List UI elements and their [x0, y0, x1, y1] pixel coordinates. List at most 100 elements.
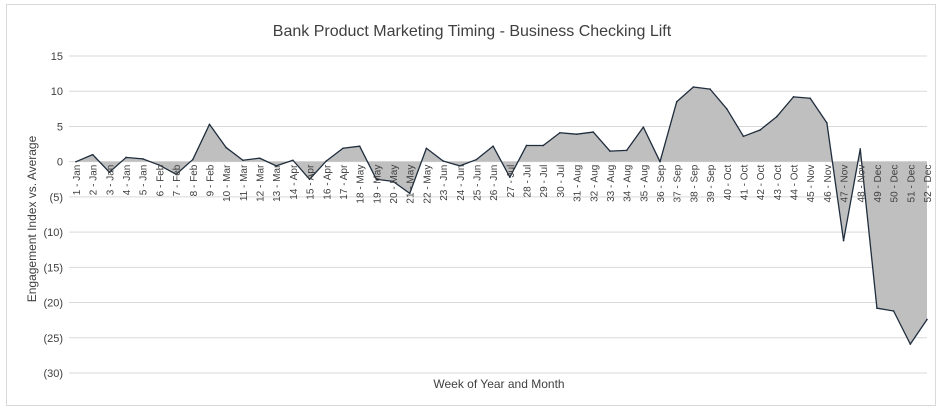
data-point: [792, 96, 795, 98]
x-tick-label: 45 - Nov: [806, 165, 817, 203]
x-tick-label: 40 - Oct: [723, 164, 734, 200]
x-tick-label: 10 - Mar: [222, 164, 233, 202]
y-tick-label: 5: [57, 121, 63, 133]
data-point: [759, 129, 761, 131]
x-tick-label: 29 - Jul: [539, 165, 550, 198]
x-tick-label: 26 - Jun: [489, 165, 500, 201]
data-point: [358, 145, 361, 147]
chart-title: Bank Product Marketing Timing - Business…: [273, 23, 672, 40]
area-series: [75, 86, 928, 345]
x-tick-label: 43 - Oct: [773, 164, 784, 200]
x-tick-label: 14 - Apr: [289, 164, 300, 200]
data-point: [175, 173, 177, 176]
x-tick-label: 32 - Aug: [589, 165, 600, 202]
x-tick-label: 9 - Feb: [205, 164, 216, 196]
data-point: [709, 88, 711, 90]
x-tick-label: 16 - Apr: [322, 164, 333, 200]
x-tick-label: 23 - Jun: [439, 165, 450, 201]
x-tick-label: 48 - Nov: [856, 165, 867, 203]
x-tick-label: 8 - Feb: [189, 164, 200, 196]
x-tick-label: 50 - Dec: [890, 165, 901, 203]
y-tick-label: (30): [43, 368, 63, 380]
y-tick-label: 10: [51, 86, 63, 98]
x-tick-label: 42 - Oct: [756, 164, 767, 200]
x-tick-label: 2 - Jan: [89, 165, 100, 196]
x-tick-label: 17 - Apr: [339, 164, 350, 200]
x-tick-label: 19 - May: [372, 165, 383, 204]
data-point: [692, 86, 695, 88]
x-tick-label: 41 - Oct: [739, 164, 750, 200]
x-tick-label: 4 - Jan: [122, 165, 133, 196]
x-tick-label: 27 - Jul: [506, 165, 517, 198]
x-tick-label: 38 - Sep: [689, 164, 700, 202]
data-point: [592, 131, 595, 133]
data-point: [642, 126, 645, 128]
data-point: [559, 131, 561, 134]
data-point: [892, 310, 895, 312]
x-tick-label: 11 - Mar: [239, 164, 250, 201]
data-point: [876, 307, 878, 309]
y-axis-ticks: 15 10 5 0 (5) (10) (15) (20) (25) (30): [43, 51, 63, 380]
x-tick-label: 39 - Sep: [706, 164, 717, 202]
data-point: [375, 178, 378, 181]
x-tick-label: 7 - Feb: [172, 164, 183, 196]
data-point: [659, 160, 661, 163]
x-tick-label: 51 - Dec: [906, 165, 917, 203]
x-tick-label: 37 - Sep: [673, 164, 684, 202]
x-tick-label: 36 - Sep: [656, 164, 667, 202]
x-tick-label: 44 - Oct: [790, 164, 801, 200]
y-tick-label: 15: [51, 51, 63, 63]
data-point: [458, 165, 461, 167]
x-tick-label: 6 - Feb: [155, 164, 166, 196]
data-point: [909, 343, 912, 345]
x-tick-label: 20 - May: [389, 165, 400, 204]
x-tick-label: 18 - May: [356, 165, 367, 204]
y-tick-label: (20): [43, 298, 63, 310]
data-point: [425, 147, 428, 150]
data-point: [258, 157, 261, 159]
y-tick-label: (10): [43, 227, 63, 239]
data-point: [158, 164, 161, 166]
data-point: [776, 115, 778, 118]
data-point: [926, 318, 928, 321]
data-point: [826, 122, 828, 124]
x-tick-label: 5 - Jan: [139, 165, 150, 196]
y-tick-label: 0: [57, 157, 63, 169]
data-point: [225, 146, 227, 149]
data-point: [208, 123, 211, 126]
data-point: [91, 153, 94, 156]
x-tick-label: 31 - Aug: [573, 165, 584, 202]
data-point: [675, 100, 678, 103]
data-point: [392, 180, 394, 183]
x-tick-label: 33 - Aug: [606, 165, 617, 202]
x-tick-label: 34 - Aug: [623, 165, 634, 202]
data-point: [242, 159, 244, 162]
x-tick-label: 25 - Jun: [472, 165, 483, 201]
data-point: [408, 192, 411, 195]
data-point: [525, 144, 528, 147]
x-tick-label: 30 - Jul: [556, 165, 567, 198]
chart-svg: Bank Product Marketing Timing - Business…: [25, 23, 934, 391]
data-point: [292, 159, 294, 162]
x-tick-label: 28 - Jul: [523, 165, 534, 198]
data-point: [192, 158, 194, 161]
x-tick-label: 24 - Jun: [456, 165, 467, 201]
x-tick-label: 3 - Jan: [105, 165, 116, 196]
area-fill: [76, 86, 927, 345]
series-line: [75, 86, 928, 345]
data-point: [809, 97, 811, 100]
data-point: [141, 158, 144, 160]
data-point: [742, 135, 745, 138]
y-tick-label: (5): [50, 192, 63, 204]
data-point: [609, 150, 611, 152]
x-axis-ticks: 1 - Jan 2 - Jan 3 - Jan 4 - Jan 5 - Jan 6 - F…: [72, 164, 934, 204]
data-point: [75, 160, 77, 163]
data-point: [725, 108, 728, 110]
x-tick-label: 22 - May: [422, 165, 433, 204]
x-axis-title: Week of Year and Month: [433, 377, 564, 391]
data-point: [442, 160, 444, 162]
x-tick-label: 46 - Nov: [823, 165, 834, 203]
data-point: [625, 149, 628, 152]
x-tick-label: 15 - Apr: [306, 164, 317, 200]
data-point: [308, 178, 311, 181]
